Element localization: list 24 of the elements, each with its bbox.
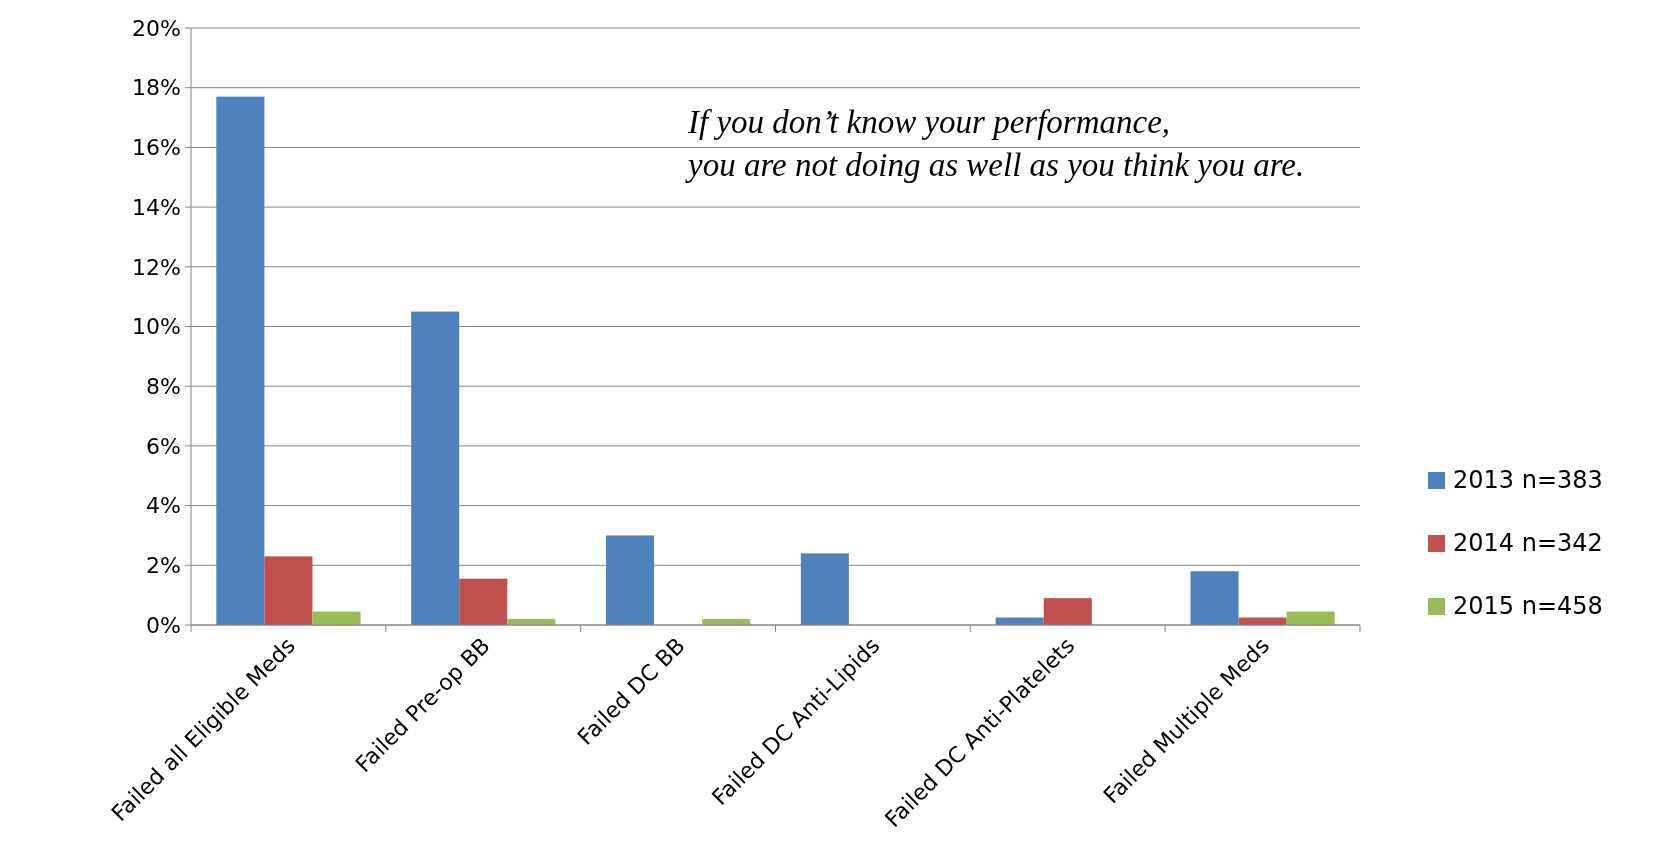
bar	[1043, 598, 1092, 625]
bar	[800, 553, 849, 625]
bar	[216, 96, 265, 625]
bar	[1190, 571, 1239, 625]
y-tick-label: 10%	[132, 314, 181, 340]
y-tick-label: 14%	[132, 194, 181, 220]
y-tick-label: 2%	[146, 553, 181, 578]
bar	[606, 535, 655, 625]
legend-label: 2013 n=383	[1453, 466, 1603, 495]
y-tick-label: 0%	[146, 612, 181, 638]
y-tick-label: 18%	[132, 75, 181, 101]
bar	[312, 611, 361, 625]
annotation: If you don’t know your performance, you are not doing as well as you think you are.	[685, 104, 1305, 183]
y-tick-label: 6%	[146, 433, 181, 459]
bar	[411, 311, 460, 625]
y-tick-label: 20%	[132, 15, 181, 41]
y-tick-label: 8%	[146, 373, 181, 399]
y-tick-label: 4%	[146, 493, 181, 519]
legend-label: 2015 n=458	[1453, 592, 1603, 621]
y-tick-label: 16%	[132, 135, 181, 161]
legend-label: 2014 n=342	[1453, 529, 1603, 558]
bar	[459, 578, 508, 625]
y-tick-label: 12%	[132, 254, 181, 280]
bar	[264, 556, 313, 625]
